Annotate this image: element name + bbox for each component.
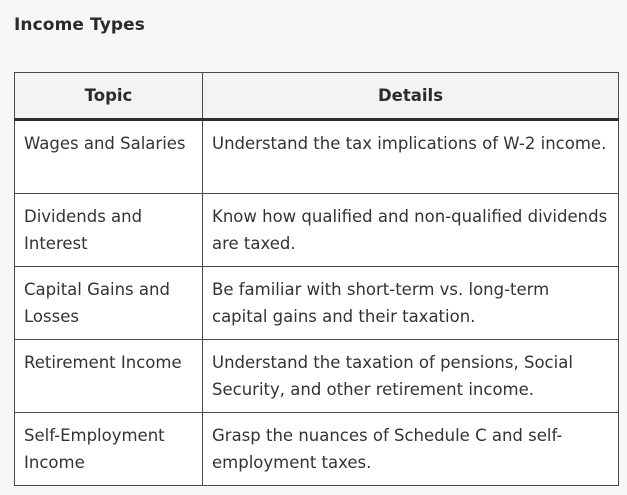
details-cell: Grasp the nuances of Schedule C and self… bbox=[202, 412, 619, 486]
section-heading: Income Types bbox=[14, 15, 146, 35]
table-header-row: Topic Details bbox=[14, 72, 619, 121]
column-header-details: Details bbox=[202, 72, 619, 121]
table-row: Dividends and Interest Know how qualifie… bbox=[14, 193, 619, 267]
table-row: Wages and Salaries Understand the tax im… bbox=[14, 119, 619, 194]
topic-cell: Self-Employment Income bbox=[14, 412, 203, 486]
details-cell: Understand the taxation of pensions, Soc… bbox=[202, 339, 619, 413]
topic-cell: Dividends and Interest bbox=[14, 193, 203, 267]
details-cell: Know how qualified and non-qualified div… bbox=[202, 193, 619, 267]
table-body: Wages and Salaries Understand the tax im… bbox=[14, 119, 619, 486]
details-cell: Understand the tax implications of W-2 i… bbox=[202, 119, 619, 194]
table-row: Retirement Income Understand the taxatio… bbox=[14, 339, 619, 413]
topic-cell: Wages and Salaries bbox=[14, 119, 203, 194]
table-row: Self-Employment Income Grasp the nuances… bbox=[14, 412, 619, 486]
table-header: Topic Details bbox=[14, 72, 619, 121]
details-cell: Be familiar with short-term vs. long-ter… bbox=[202, 266, 619, 340]
column-header-topic: Topic bbox=[14, 72, 203, 121]
income-types-table: Topic Details Wages and Salaries Underst… bbox=[14, 72, 619, 486]
table-row: Capital Gains and Losses Be familiar wit… bbox=[14, 266, 619, 340]
topic-cell: Retirement Income bbox=[14, 339, 203, 413]
topic-cell: Capital Gains and Losses bbox=[14, 266, 203, 340]
